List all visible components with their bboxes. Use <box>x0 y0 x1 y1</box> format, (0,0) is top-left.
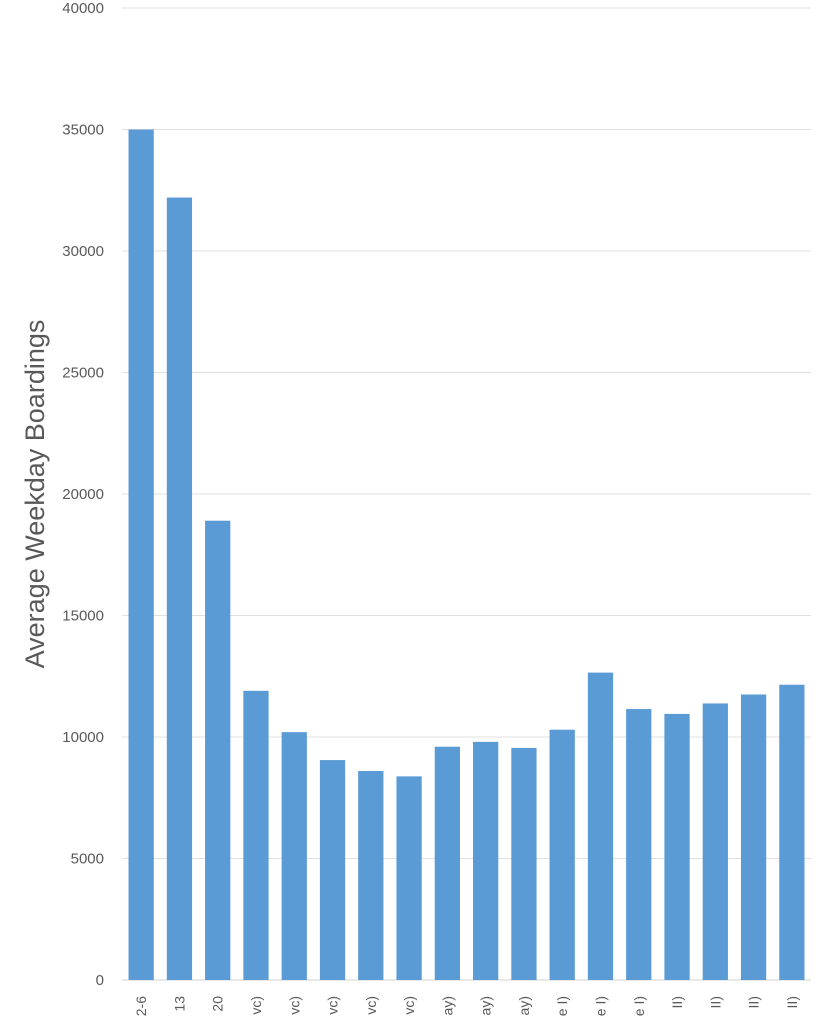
bar <box>396 776 422 980</box>
y-axis-label: Average Weekday Boardings <box>20 320 50 669</box>
x-tick-label: II) <box>707 996 723 1008</box>
x-tick-label: vc) <box>401 996 417 1015</box>
bar <box>511 747 537 980</box>
x-tick-label: ay) <box>478 996 494 1015</box>
y-tick-label: 5000 <box>71 851 104 868</box>
y-tick-label: 20000 <box>62 486 104 503</box>
x-tick-label: e I) <box>554 996 570 1016</box>
y-tick-label: 30000 <box>62 243 104 260</box>
x-tick-label: vc) <box>325 996 341 1015</box>
x-tick-label: vc) <box>286 996 302 1015</box>
bar <box>166 197 193 981</box>
bar <box>243 690 269 980</box>
bar <box>473 741 499 980</box>
bar <box>587 672 614 980</box>
bar <box>626 709 652 980</box>
bar <box>664 713 690 980</box>
x-tick-label: vc) <box>363 996 379 1015</box>
x-tick-label: 20 <box>210 996 226 1012</box>
bar <box>740 694 767 980</box>
x-tick-label: e I) <box>631 996 647 1016</box>
x-axis-ticks: 2-6 13 20 vc) vc) vc) vc) vc) ay) ay) ay) e I) e I) e… <box>133 996 800 1016</box>
y-axis-ticks: 0 5000 10000 15000 20000 25000 30000 35000 40000 <box>62 0 104 989</box>
x-tick-label: 13 <box>171 996 187 1012</box>
x-tick-label: e I) <box>592 996 608 1016</box>
bar <box>319 760 346 980</box>
bar <box>358 771 384 980</box>
bar <box>549 729 575 980</box>
x-tick-label: II) <box>669 996 685 1008</box>
x-tick-label: II) <box>746 996 762 1008</box>
bar <box>434 746 460 980</box>
bar <box>281 732 307 980</box>
bars <box>128 129 805 981</box>
y-tick-label: 0 <box>96 972 104 989</box>
x-tick-label: vc) <box>248 996 264 1015</box>
bar <box>779 684 805 980</box>
y-tick-label: 15000 <box>62 608 104 625</box>
y-tick-label: 40000 <box>62 0 104 17</box>
y-tick-label: 35000 <box>62 122 104 139</box>
y-tick-label: 25000 <box>62 365 104 382</box>
bar <box>128 129 154 980</box>
y-tick-label: 10000 <box>62 729 104 746</box>
x-tick-label: 2-6 <box>133 996 149 1016</box>
x-tick-label: ay) <box>439 996 455 1015</box>
x-tick-label: II) <box>784 996 800 1008</box>
bar <box>205 520 231 980</box>
bar <box>702 703 728 980</box>
x-tick-label: ay) <box>516 996 532 1015</box>
gridlines <box>122 7 811 981</box>
